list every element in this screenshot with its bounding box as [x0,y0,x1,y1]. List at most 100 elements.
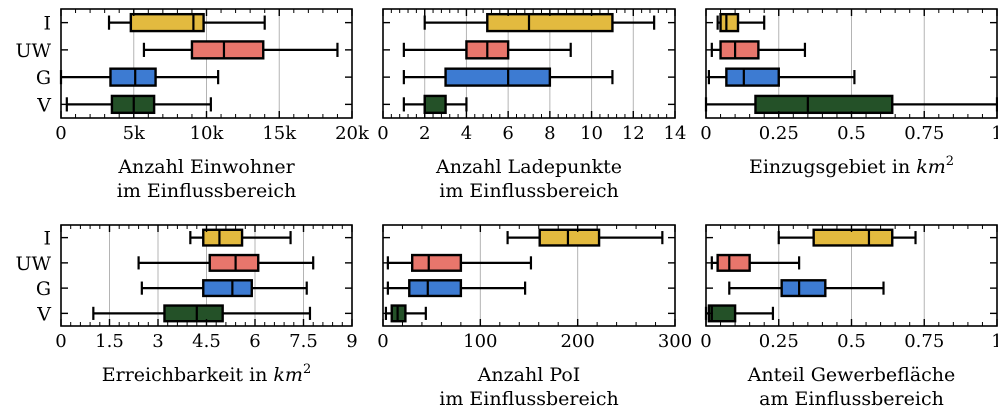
iqr-box [202,228,244,247]
box-i [107,12,266,33]
x-tick-label: 0.25 [759,123,799,144]
x-tick-label: 0 [377,123,388,144]
x-tick-label: 10k [190,123,225,144]
x-tick-label: 0.5 [837,331,866,352]
x-tick-label: 7.5 [289,331,318,352]
box-i [716,12,766,33]
box-g [386,279,527,298]
iqr-box [725,67,780,87]
x-axis-label: im Einflussbereich [117,180,296,202]
x-tick-label: 15k [262,123,297,144]
x-tick-label: 0 [700,123,711,144]
axes-frame [382,8,676,119]
x-axis-label: Anzahl PoI [477,364,581,386]
x-tick-label: 0.75 [904,123,944,144]
box-uw [402,40,572,60]
x-tick-label: 200 [560,331,594,352]
box-i [506,228,664,247]
x-tick-label: 6 [249,331,260,352]
chart-panel-4: 0 1.5 3 4.5 6 7.5 9 I UW GV Erreichbarkeit in km2 [15,224,358,386]
x-tick-label: 4.5 [192,331,221,352]
box-i [423,12,656,33]
x-axis-label: Anteil Gewerbefläche [747,364,956,386]
x-tick-label: 5k [123,123,146,144]
box-v [384,304,427,323]
chart-panel-3: 0 0.25 0.5 0.75 1 Einzugsgebiet in km2 [700,8,998,178]
iqr-box [190,40,265,60]
iqr-box [444,67,552,87]
iqr-box [812,228,894,247]
box-g [402,67,614,87]
x-tick-label: 1 [991,331,998,352]
x-tick-label: 300 [658,331,692,352]
box-g [728,279,885,298]
x-axis-label: Anzahl Einwohner [117,156,295,178]
box-uw [142,40,339,60]
box-v [65,94,212,115]
category-label: UW [15,40,51,62]
iqr-box [716,253,751,272]
x-axis-label: am Einflussbereich [759,388,944,410]
x-tick-label: 0.5 [837,123,866,144]
x-tick-label: 1.5 [95,331,124,352]
iqr-box [754,94,894,115]
iqr-box [719,12,740,33]
box-v [704,94,998,115]
axes-frame [382,224,676,327]
box-uw [137,253,315,272]
x-tick-label: 8 [544,123,555,144]
x-tick-label: 3 [152,331,163,352]
box-g [59,67,220,87]
category-label: V [36,303,51,325]
box-v [92,304,312,323]
iqr-box [719,40,760,60]
box-uw [710,253,801,272]
x-tick-label: 0.25 [759,331,799,352]
category-label: V [36,94,51,116]
box-g [140,279,308,298]
box-uw [710,40,807,60]
x-tick-label: 0 [55,123,66,144]
box-i [777,228,917,247]
iqr-box [163,304,224,323]
x-axis-label: im Einflussbereich [439,388,618,410]
box-i [189,228,292,247]
iqr-box [408,279,463,298]
x-tick-label: 10 [580,123,603,144]
x-tick-label: 4 [461,123,472,144]
x-tick-label: 1 [991,123,998,144]
x-axis-label: Einzugsgebiet in km2 [749,154,954,178]
iqr-box [129,12,205,33]
x-tick-label: 2 [419,123,430,144]
x-tick-label: 0 [55,331,66,352]
x-tick-label: 0 [377,331,388,352]
x-tick-label: 9 [346,331,357,352]
x-tick-label: 6 [502,123,513,144]
iqr-box [202,279,253,298]
iqr-box [538,228,601,247]
category-label: I [43,13,51,35]
box-uw [386,253,533,272]
x-tick-label: 20k [335,123,370,144]
category-label: UW [15,253,51,275]
box-v [704,304,775,323]
x-tick-label: 100 [463,331,497,352]
box-g [707,67,856,87]
x-tick-label: 0 [700,331,711,352]
iqr-box [411,253,463,272]
x-tick-label: 0.75 [904,331,944,352]
category-label: G [36,278,51,300]
iqr-box [423,94,447,115]
iqr-box [780,279,827,298]
iqr-box [208,253,260,272]
x-tick-label: 12 [622,123,645,144]
x-axis-label: Anzahl Ladepunkte [435,156,622,178]
box-v [402,94,468,115]
x-axis-label: im Einflussbereich [439,180,618,202]
x-tick-label: 14 [664,123,687,144]
